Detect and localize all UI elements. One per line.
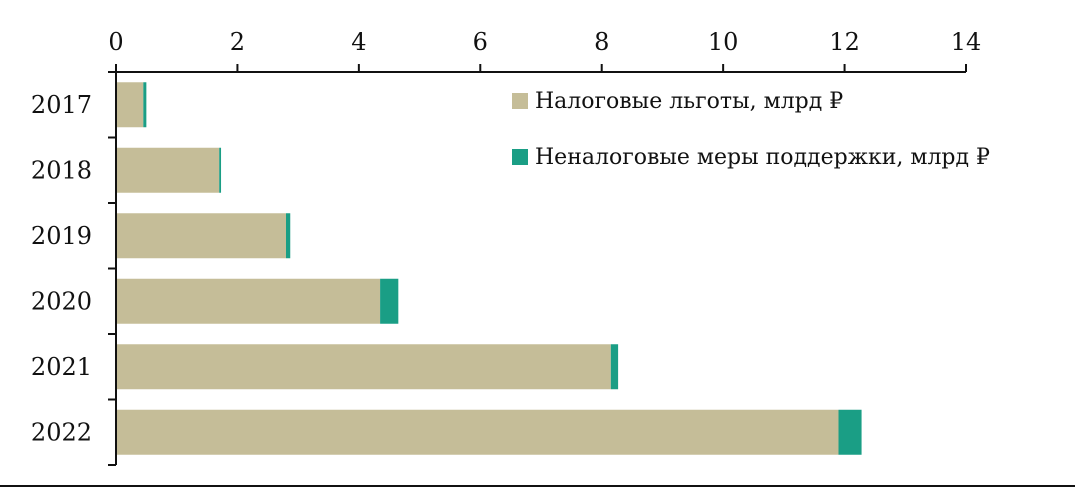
x-tick-label: 12 [829, 28, 860, 56]
y-category-label: 2019 [31, 222, 92, 250]
x-tick-label: 6 [473, 28, 488, 56]
x-tick-label: 14 [951, 28, 982, 56]
bar-tax-benefits [116, 409, 839, 455]
x-tick-label: 8 [594, 28, 609, 56]
legend-label-tax-benefits: Налоговые льготы, млрд ₽ [535, 89, 843, 114]
bar-non-tax-support [838, 409, 862, 455]
bar-tax-benefits [116, 82, 144, 128]
legend-swatch-non-tax-support [512, 149, 528, 165]
bar-tax-benefits [116, 213, 286, 259]
x-tick-label: 0 [108, 28, 123, 56]
x-tick-label: 4 [351, 28, 366, 56]
x-tick-label: 2 [230, 28, 245, 56]
bars-group [116, 82, 862, 455]
bar-non-tax-support [380, 278, 399, 324]
x-ticks-group: 0 2 4 6 8 10 12 14 [108, 28, 981, 72]
x-tick-label: 10 [708, 28, 739, 56]
bar-tax-benefits [116, 147, 220, 193]
y-category-label: 2018 [31, 156, 92, 184]
y-ticks-group: 2017 2018 2019 2020 2021 2022 [31, 71, 116, 466]
y-category-label: 2020 [31, 287, 92, 315]
bar-non-tax-support [143, 82, 147, 128]
bar-non-tax-support [286, 213, 291, 259]
y-category-label: 2022 [31, 418, 92, 446]
y-category-label: 2017 [31, 91, 92, 119]
legend-swatch-tax-benefits [512, 93, 528, 109]
bar-non-tax-support [610, 344, 619, 390]
bar-non-tax-support [219, 147, 222, 193]
legend: Налоговые льготы, млрд ₽ Неналоговые мер… [512, 89, 990, 170]
bar-tax-benefits [116, 344, 611, 390]
legend-label-non-tax-support: Неналоговые меры поддержки, млрд ₽ [535, 145, 990, 170]
y-category-label: 2021 [31, 353, 92, 381]
bar-tax-benefits [116, 278, 381, 324]
